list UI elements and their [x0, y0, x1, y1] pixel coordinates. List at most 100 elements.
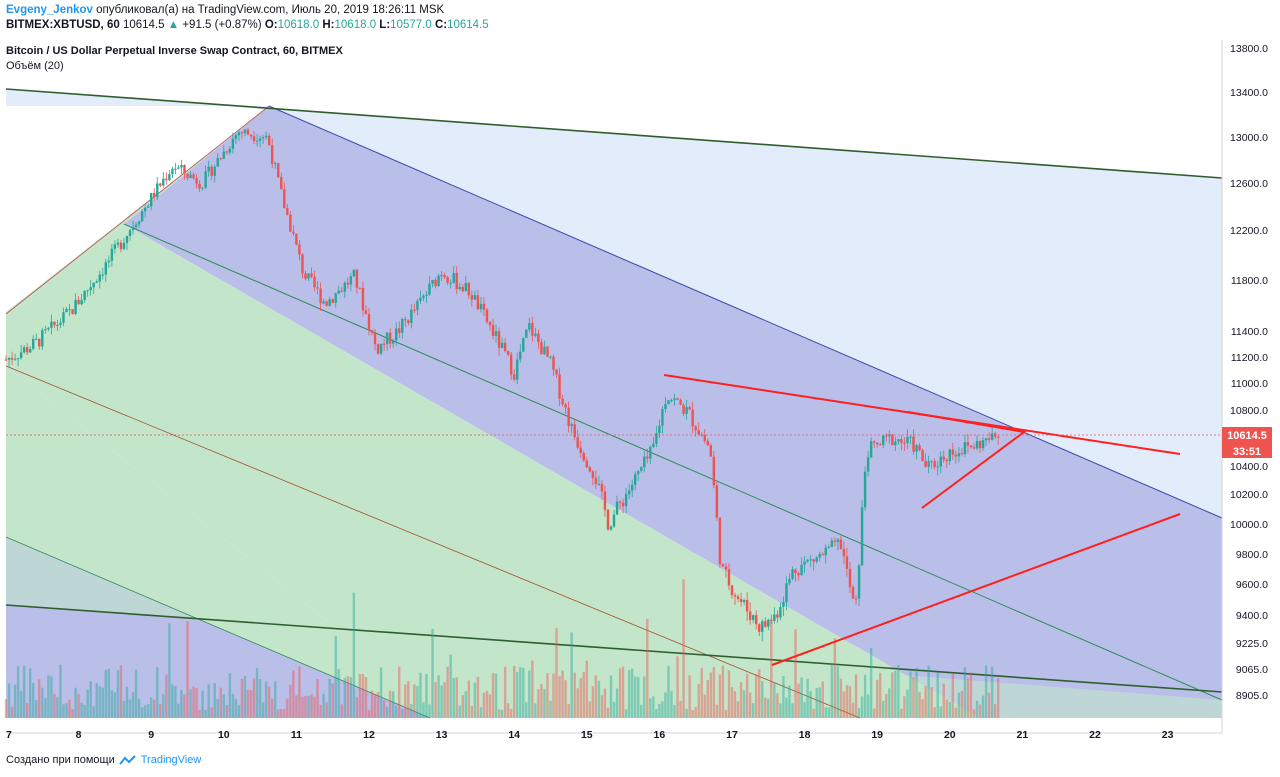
- volume-bar: [292, 670, 295, 718]
- candle-body: [854, 598, 858, 600]
- author-link[interactable]: Evgeny_Jenkov: [6, 4, 93, 16]
- candle-body: [761, 621, 764, 632]
- candle-body: [62, 312, 65, 323]
- volume-bar: [316, 679, 319, 718]
- candle-body: [295, 233, 298, 245]
- volume-bar: [933, 707, 936, 718]
- candle-body: [891, 434, 894, 446]
- candle-body: [95, 281, 98, 283]
- candle-body: [863, 471, 867, 508]
- price-tick-label: 10800.0: [1230, 405, 1268, 417]
- volume-bar: [827, 707, 830, 718]
- volume-bar: [107, 668, 111, 718]
- candle-body: [35, 338, 38, 340]
- candle-body: [667, 400, 670, 405]
- candle-body: [682, 404, 685, 414]
- volume-bar: [388, 690, 392, 718]
- volume-bar: [721, 665, 725, 718]
- last-value: 10614.5: [122, 19, 165, 31]
- blue-channel-top: [268, 105, 1223, 519]
- candle-body: [567, 407, 570, 426]
- candle-body: [582, 452, 585, 461]
- volume-bar: [298, 666, 301, 718]
- candle-body: [570, 424, 573, 426]
- volume-bar: [615, 688, 619, 718]
- candle-body: [588, 467, 592, 472]
- time-tick-label: 15: [581, 729, 593, 741]
- volume-bar: [997, 678, 1000, 718]
- candle-body: [540, 341, 543, 355]
- time-tick-label: 19: [871, 729, 883, 741]
- candle-body: [736, 596, 740, 600]
- volume-bar: [612, 701, 616, 718]
- volume-bar: [912, 677, 915, 718]
- volume-bar: [7, 683, 11, 718]
- price-axis[interactable]: 13800.0 13400.0 13000.0 12600.0 12200.0 11800…: [1230, 43, 1268, 702]
- ohlc-line: BITMEX:XBTUSD, 60 10614.5 ▲ +91.5 (+0.87…: [6, 19, 489, 31]
- volume-bar: [918, 691, 921, 718]
- volume-bar: [758, 669, 761, 718]
- volume-bar: [177, 703, 180, 718]
- volume-bar: [618, 668, 622, 718]
- candle-body: [56, 324, 59, 326]
- volume-bar: [706, 679, 709, 718]
- candle-body: [833, 540, 837, 542]
- volume-bar: [110, 690, 114, 718]
- candle-body: [990, 433, 994, 440]
- candle-body: [174, 168, 177, 170]
- volume-bar: [667, 665, 670, 718]
- candle-body: [382, 343, 386, 345]
- volume-bar: [676, 656, 679, 718]
- candle-body: [267, 135, 271, 146]
- volume-bar: [679, 700, 682, 718]
- candle-body: [552, 356, 555, 370]
- candle-body: [271, 145, 274, 164]
- candle-body: [325, 301, 328, 306]
- candle-body: [65, 308, 68, 313]
- volume-bar: [280, 709, 283, 718]
- candle-body: [627, 490, 631, 495]
- volume-bar: [322, 693, 325, 718]
- volume-bar: [131, 692, 135, 718]
- candle-body: [767, 619, 770, 627]
- volume-bar: [213, 683, 216, 718]
- volume-bar: [452, 678, 455, 718]
- volume-bar: [739, 682, 743, 718]
- volume-bar: [337, 669, 340, 718]
- volume-bar: [464, 691, 467, 718]
- volume-bar: [906, 689, 909, 718]
- candle-body: [975, 440, 979, 449]
- candle-body: [277, 163, 280, 178]
- volume-bar: [516, 672, 519, 718]
- candle-body: [894, 441, 897, 446]
- candle-body: [764, 621, 767, 627]
- volume-bar: [573, 672, 576, 718]
- candle-body: [751, 615, 755, 620]
- tradingview-brand[interactable]: TradingView: [140, 754, 202, 766]
- volume-bar: [479, 706, 483, 718]
- candle-body: [134, 224, 138, 228]
- candle-body: [361, 287, 365, 311]
- volume-bar: [682, 579, 685, 718]
- candle-body: [307, 273, 310, 279]
- volume-bar: [854, 674, 858, 718]
- volume-bar: [806, 678, 809, 718]
- candle-body: [745, 600, 749, 612]
- candle-body: [509, 354, 513, 375]
- candle-body: [434, 279, 437, 287]
- price-tick-label: 10200.0: [1230, 489, 1268, 501]
- candle-body: [140, 211, 144, 222]
- volume-bar: [398, 666, 401, 718]
- candle-body: [997, 436, 1000, 438]
- candle-body: [183, 164, 186, 174]
- volume-bar: [670, 691, 673, 718]
- volume-bar: [540, 683, 543, 718]
- volume-bar: [488, 694, 492, 718]
- volume-bar: [869, 647, 873, 718]
- candle-body: [824, 547, 827, 556]
- volume-bar: [455, 677, 458, 718]
- candle-body: [981, 440, 985, 449]
- volume-bar: [597, 680, 601, 718]
- time-axis[interactable]: 7 8 9 10 11 12 13 14 15 16 17 18 19 20 21 22 23: [6, 729, 1174, 741]
